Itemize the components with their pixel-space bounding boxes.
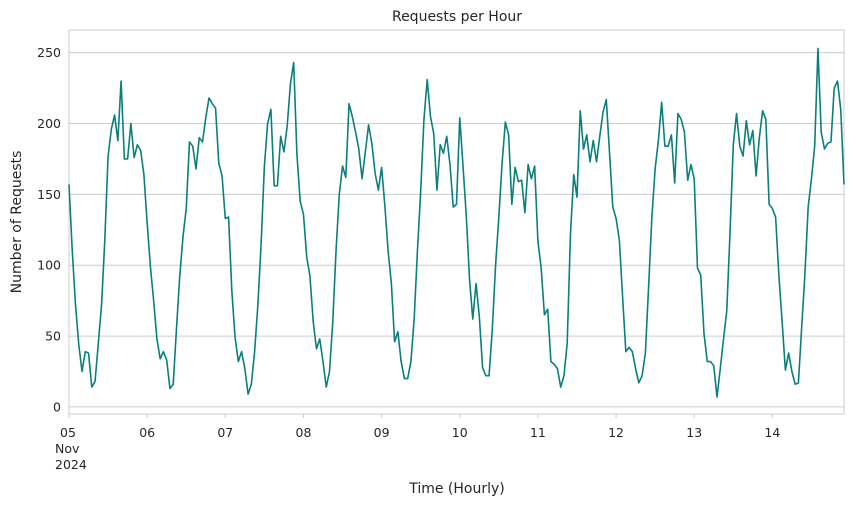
plot-frame (68, 29, 845, 415)
y-tick-label: 250 (37, 45, 61, 60)
x-tick-label-day: 14 (764, 425, 780, 440)
x-tick-label-day: 06 (139, 425, 155, 440)
x-tick-label-day: 12 (608, 425, 624, 440)
y-tick-label: 100 (37, 258, 61, 273)
x-tick-label-day: 08 (296, 425, 312, 440)
x-tick-label-day: 05 (60, 425, 76, 440)
y-axis-title: Number of Requests (9, 151, 25, 294)
requests-series-line (68, 47, 845, 398)
x-tick-label-month: Nov (55, 441, 80, 456)
x-tick-label-day: 10 (452, 425, 468, 440)
x-tick-label-day: 07 (217, 425, 233, 440)
chart-title: Requests per Hour (392, 9, 522, 25)
y-tick-label: 50 (45, 329, 61, 344)
x-tick-label-year: 2024 (55, 457, 87, 472)
y-tick-labels: 0 50 100 150 200 250 (37, 45, 61, 414)
x-tick-label-day: 09 (374, 425, 390, 440)
y-tick-label: 150 (37, 187, 61, 202)
y-tick-label: 0 (53, 399, 61, 414)
x-tick-label-day: 11 (530, 425, 546, 440)
series-layer (68, 47, 845, 398)
x-tick-label-day: 13 (686, 425, 702, 440)
gridlines (69, 52, 844, 408)
x-axis-title: Time (Hourly) (408, 481, 505, 497)
y-tick-label: 200 (37, 116, 61, 131)
